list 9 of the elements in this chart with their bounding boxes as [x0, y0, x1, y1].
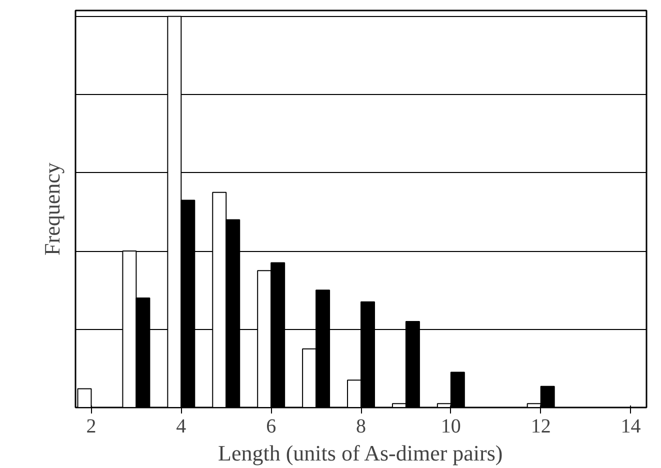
- x-tick-label: 10: [440, 416, 461, 438]
- x-tick-label: 6: [266, 416, 276, 438]
- x-tick-label: 14: [620, 416, 641, 438]
- x-tick-label: 4: [176, 416, 186, 438]
- y-axis-title: Frequency: [40, 162, 64, 256]
- x-tick-label: 2: [86, 416, 96, 438]
- x-axis-title: Length (units of As-dimer pairs): [218, 440, 503, 466]
- x-tick-label: 8: [356, 416, 366, 438]
- x-tick-label: 12: [530, 416, 551, 438]
